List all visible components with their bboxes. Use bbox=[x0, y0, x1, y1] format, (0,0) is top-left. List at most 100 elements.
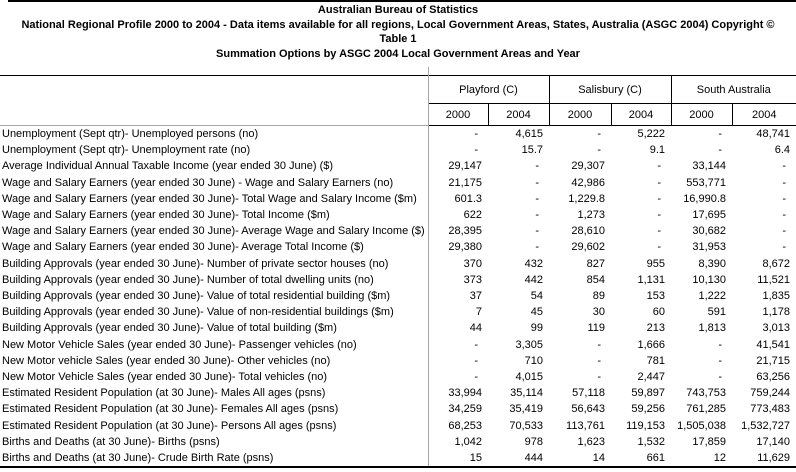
year-header-sa-2004: 2004 bbox=[732, 103, 796, 126]
row-label: Wage and Salary Earners (year ended 30 J… bbox=[0, 223, 429, 240]
cell-value: 1,042 bbox=[454, 435, 482, 448]
cell-value: 119,153 bbox=[626, 419, 666, 432]
cell-value: 21,175 bbox=[448, 176, 482, 189]
cell-value: 63,256 bbox=[756, 371, 791, 384]
cell-value: 35,114 bbox=[510, 387, 543, 400]
row-label: Wage and Salary Earners (year ended 30 J… bbox=[0, 190, 429, 208]
cell-value: - bbox=[782, 160, 787, 173]
cell-value: 761,285 bbox=[686, 403, 727, 416]
cell-value: - bbox=[782, 209, 787, 222]
top-rule bbox=[8, 0, 796, 2]
cell-value: - bbox=[474, 144, 478, 157]
cell-value: - bbox=[782, 225, 787, 238]
cell-value: 4,015 bbox=[515, 371, 543, 384]
cell-value: - bbox=[718, 371, 723, 384]
cell-value: - bbox=[474, 371, 478, 384]
cell-value: 1,532 bbox=[637, 435, 666, 448]
cell-value: 29,147 bbox=[448, 160, 482, 173]
table-row: Estimated Resident Population (at 30 Jun… bbox=[0, 417, 796, 434]
cell-value: 7 bbox=[475, 306, 482, 319]
table-row: Wage and Salary Earners (year ended 30 J… bbox=[0, 207, 796, 224]
cell-value: 601.3 bbox=[454, 192, 482, 205]
report-header: Australian Bureau of Statistics National… bbox=[0, 3, 796, 61]
cell-value: 119 bbox=[587, 322, 605, 335]
cell-value: 781 bbox=[646, 354, 666, 367]
cell-value: 153 bbox=[646, 290, 666, 303]
table-row: Estimated Resident Population (at 30 Jun… bbox=[0, 385, 796, 402]
table-row: Unemployment (Sept qtr)- Unemployment ra… bbox=[0, 142, 796, 159]
table-row: Building Approvals (year ended 30 June)-… bbox=[0, 288, 796, 305]
cell-value: 661 bbox=[646, 452, 666, 465]
cell-value: 28,610 bbox=[571, 225, 605, 238]
cell-value: 29,602 bbox=[571, 241, 605, 254]
cell-value: - bbox=[597, 128, 601, 140]
table-row: New Motor Vehicle Sales (year ended 30 J… bbox=[0, 369, 796, 386]
cell-value: 21,715 bbox=[756, 354, 791, 367]
cell-value: 31,953 bbox=[692, 241, 727, 254]
table-row: Unemployment (Sept qtr)- Unemployed pers… bbox=[0, 125, 796, 143]
cell-value: 17,695 bbox=[692, 209, 727, 222]
group-header-row: Playford (C) Salisbury (C) South Austral… bbox=[0, 75, 796, 126]
table-row: Estimated Resident Population (at 30 Jun… bbox=[0, 401, 796, 418]
table-number: Table 1 bbox=[379, 33, 417, 45]
cell-value: 28,395 bbox=[448, 225, 482, 238]
row-label: Building Approvals (year ended 30 June)-… bbox=[0, 255, 429, 272]
cell-value: 370 bbox=[463, 257, 482, 270]
cell-value: 213 bbox=[646, 322, 666, 335]
cell-value: - bbox=[535, 225, 539, 238]
cell-value: 59,256 bbox=[631, 403, 666, 416]
row-label: Births and Deaths (at 30 June)- Crude Bi… bbox=[0, 450, 429, 468]
cell-value: - bbox=[657, 160, 662, 173]
cell-value: 57,118 bbox=[572, 387, 605, 400]
cell-value: 743,753 bbox=[686, 387, 727, 400]
cell-value: 9.1 bbox=[649, 144, 666, 157]
table-body: Unemployment (Sept qtr)- Unemployed pers… bbox=[0, 125, 796, 468]
row-label: Estimated Resident Population (at 30 Jun… bbox=[0, 401, 429, 418]
table-row: Births and Deaths (at 30 June)- Births (… bbox=[0, 433, 796, 451]
cell-value: 33,144 bbox=[692, 160, 727, 173]
cell-value: 710 bbox=[524, 354, 543, 367]
cell-value: - bbox=[657, 176, 662, 189]
cell-value: - bbox=[535, 241, 539, 254]
row-label: Unemployment (Sept qtr)- Unemployment ra… bbox=[0, 142, 429, 159]
cell-value: 978 bbox=[524, 435, 543, 448]
org-title: Australian Bureau of Statistics bbox=[317, 4, 479, 16]
cell-value: 37 bbox=[469, 290, 482, 303]
row-label: New Motor vehicle Sales (year ended 30 J… bbox=[0, 352, 429, 370]
cell-value: - bbox=[535, 176, 539, 189]
table-header: Playford (C) Salisbury (C) South Austral… bbox=[0, 75, 796, 126]
row-label: Building Approvals (year ended 30 June)-… bbox=[0, 271, 429, 289]
cell-value: 41,541 bbox=[756, 338, 791, 351]
cell-value: - bbox=[657, 241, 662, 254]
cell-value: 1,666 bbox=[637, 338, 666, 351]
cell-value: - bbox=[474, 338, 478, 351]
cell-value: 854 bbox=[586, 273, 605, 286]
row-label: Wage and Salary Earners (year ended 30 J… bbox=[0, 207, 429, 224]
cell-value: - bbox=[597, 371, 601, 384]
cell-value: 56,643 bbox=[571, 403, 605, 416]
table-row: Wage and Salary Earners (year ended 30 J… bbox=[0, 174, 796, 191]
table-row: New Motor Vehicle Sales (year ended 30 J… bbox=[0, 336, 796, 353]
cell-value: 60 bbox=[652, 306, 666, 319]
cell-value: 955 bbox=[646, 257, 666, 270]
cell-value: 773,483 bbox=[750, 403, 791, 416]
cell-value: 5,222 bbox=[637, 128, 666, 140]
report-title: National Regional Profile 2000 to 2004 -… bbox=[21, 18, 775, 31]
cell-value: 16,990.8 bbox=[683, 192, 727, 205]
cell-value: 1,131 bbox=[637, 273, 666, 286]
cell-value: 99 bbox=[530, 322, 543, 335]
cell-value: 14 bbox=[592, 452, 605, 465]
cell-value: 8,672 bbox=[762, 257, 791, 270]
column-group-salisbury: Salisbury (C) bbox=[549, 75, 672, 104]
year-header-salisbury-2004: 2004 bbox=[611, 103, 672, 126]
cell-value: - bbox=[718, 144, 723, 157]
cell-value: 1,623 bbox=[577, 435, 605, 448]
cell-value: 33,994 bbox=[448, 387, 482, 400]
cell-value: - bbox=[782, 241, 787, 254]
cell-value: 4,615 bbox=[515, 128, 543, 140]
row-label: Unemployment (Sept qtr)- Unemployed pers… bbox=[0, 125, 429, 143]
cell-value: - bbox=[474, 128, 478, 140]
cell-value: - bbox=[657, 192, 662, 205]
table-row: Building Approvals (year ended 30 June)-… bbox=[0, 320, 796, 337]
cell-value: - bbox=[657, 209, 662, 222]
